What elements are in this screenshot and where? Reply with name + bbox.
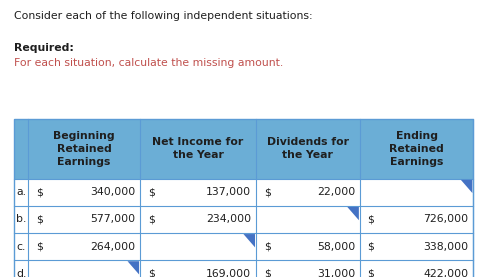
Text: $: $ (148, 187, 155, 197)
Text: 422,000: 422,000 (424, 269, 469, 277)
Text: 31,000: 31,000 (317, 269, 355, 277)
Text: Beginning
Retained
Earnings: Beginning Retained Earnings (53, 131, 115, 167)
Text: For each situation, calculate the missing amount.: For each situation, calculate the missin… (14, 58, 284, 68)
Text: 338,000: 338,000 (424, 242, 469, 252)
Text: $: $ (148, 214, 155, 224)
Text: Ending
Retained
Earnings: Ending Retained Earnings (389, 131, 444, 167)
Text: $: $ (264, 187, 270, 197)
Text: 137,000: 137,000 (206, 187, 251, 197)
Text: 58,000: 58,000 (317, 242, 355, 252)
Text: $: $ (264, 242, 270, 252)
Text: $: $ (264, 269, 270, 277)
Text: 234,000: 234,000 (206, 214, 251, 224)
Text: a.: a. (16, 187, 26, 197)
Text: $: $ (36, 214, 43, 224)
Text: Dividends for
the Year: Dividends for the Year (267, 137, 349, 160)
Text: d.: d. (16, 269, 27, 277)
Text: c.: c. (16, 242, 26, 252)
Text: 726,000: 726,000 (424, 214, 469, 224)
Text: b.: b. (16, 214, 27, 224)
Text: 22,000: 22,000 (317, 187, 355, 197)
Text: 340,000: 340,000 (90, 187, 135, 197)
Text: 169,000: 169,000 (206, 269, 251, 277)
Text: $: $ (368, 214, 374, 224)
Text: 577,000: 577,000 (90, 214, 135, 224)
Text: Net Income for
the Year: Net Income for the Year (153, 137, 243, 160)
Text: Required:: Required: (14, 43, 74, 53)
Text: $: $ (148, 269, 155, 277)
Text: $: $ (36, 187, 43, 197)
Text: Consider each of the following independent situations:: Consider each of the following independe… (14, 11, 313, 21)
Text: $: $ (368, 269, 374, 277)
Text: $: $ (368, 242, 374, 252)
Text: $: $ (36, 242, 43, 252)
Text: 264,000: 264,000 (90, 242, 135, 252)
